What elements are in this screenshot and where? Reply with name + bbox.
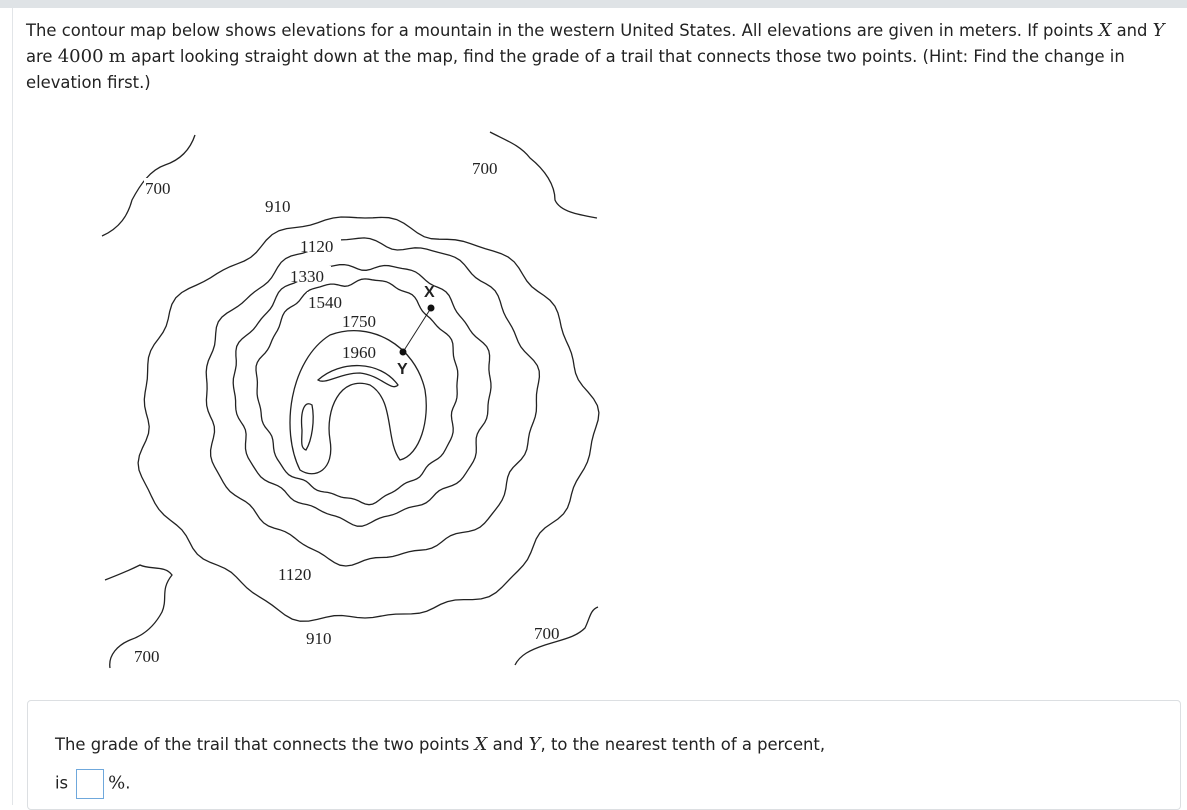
trail-line <box>402 307 432 353</box>
point-x <box>427 304 435 312</box>
question-text: are <box>26 47 58 66</box>
contour-line <box>289 330 427 475</box>
contour-label: 700 <box>534 624 560 643</box>
left-border <box>12 8 13 805</box>
point-y <box>399 348 407 356</box>
math: % <box>108 772 126 794</box>
answer-text: and <box>487 735 529 754</box>
contour-label: 1750 <box>342 312 376 331</box>
answer-text: . <box>125 773 131 793</box>
question-text: apart looking straight down at the map, … <box>26 47 1125 92</box>
contour-line <box>514 606 599 666</box>
contour-label: 700 <box>472 159 498 178</box>
answer-text: is <box>55 773 69 793</box>
contour-label: 700 <box>134 647 160 666</box>
math: Y <box>1152 20 1165 41</box>
contour-line <box>489 131 598 219</box>
question-text: The contour map below shows elevations f… <box>26 21 1099 40</box>
answer-panel: The grade of the trail that connects the… <box>27 700 1181 810</box>
contour-label: 1120 <box>300 237 333 256</box>
contour-line <box>104 564 173 669</box>
math: 4000 <box>57 46 104 67</box>
contour-label: 1330 <box>290 267 324 286</box>
math: X <box>1098 20 1112 41</box>
contour-label: 910 <box>265 197 291 216</box>
math: X <box>474 734 488 755</box>
point-label: X <box>424 284 435 301</box>
answer-text: , to the nearest tenth of a percent, <box>540 735 826 754</box>
contour-map: X Y 700 910 1120 1330 1540 1750 1960 700… <box>101 131 600 669</box>
answer-text: The grade of the trail that connects the… <box>55 735 475 754</box>
contour-label: 910 <box>306 629 332 648</box>
math: Y <box>528 734 541 755</box>
contour-line <box>205 237 541 567</box>
contour-label: 700 <box>145 179 171 198</box>
contour-line <box>255 278 459 506</box>
question-text: and <box>1111 21 1153 40</box>
contour-label: 1540 <box>308 293 342 312</box>
contour-line <box>300 403 314 451</box>
contour-line <box>232 263 492 527</box>
answer-line: is%. <box>55 769 130 799</box>
contour-label: 1120 <box>278 565 311 584</box>
top-bar <box>0 0 1187 8</box>
math: m <box>108 46 126 67</box>
contour-line <box>316 364 399 388</box>
answer-input[interactable] <box>76 769 105 799</box>
question: The contour map below shows elevations f… <box>26 18 1176 96</box>
contour-label: 1960 <box>342 343 376 362</box>
contour-line <box>137 216 600 622</box>
point-label: Y <box>397 361 408 378</box>
answer-line: The grade of the trail that connects the… <box>55 734 825 755</box>
